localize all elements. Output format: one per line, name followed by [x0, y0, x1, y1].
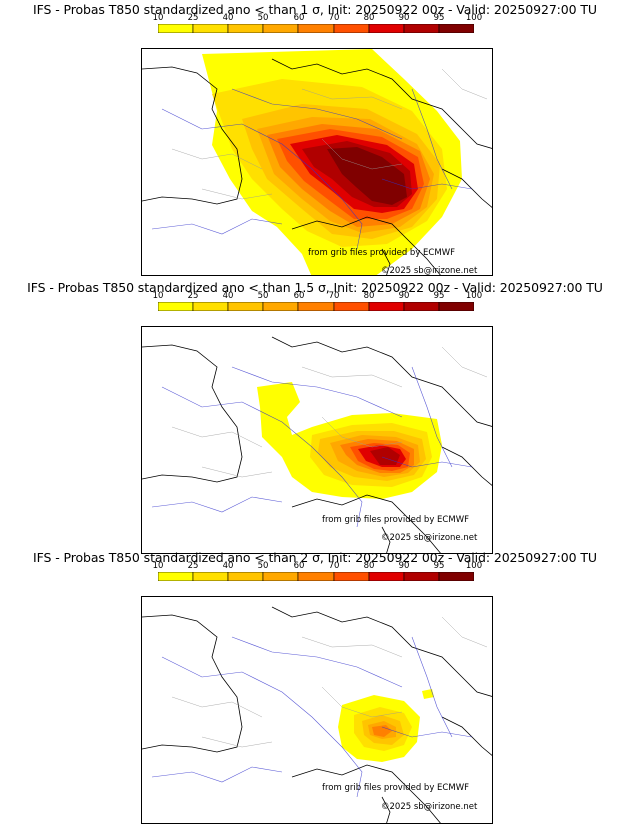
colorbar [158, 302, 474, 311]
colorbar-tick: 95 [433, 291, 445, 301]
colorbar-tick: 90 [398, 561, 410, 571]
colorbar-tick: 10 [152, 291, 164, 301]
panel-sigma-1: IFS - Probas T850 standardized ano < tha… [0, 0, 630, 276]
colorbar-tick: 50 [257, 13, 269, 23]
colorbar-tick: 60 [293, 561, 305, 571]
colorbar-tick: 10 [152, 13, 164, 23]
colorbar-tick: 100 [465, 561, 483, 571]
colorbar-tick: 40 [222, 291, 234, 301]
prob-10b [422, 689, 434, 699]
colorbar-tick: 25 [187, 561, 199, 571]
panel-title: IFS - Probas T850 standardized ano < tha… [27, 280, 603, 295]
colorbar-tick: 90 [398, 291, 410, 301]
credit-grib: from grib files provided by ECMWF [322, 515, 469, 525]
colorbar-tick: 50 [257, 561, 269, 571]
colorbar-tick: 40 [222, 561, 234, 571]
credit-grib: from grib files provided by ECMWF [308, 248, 455, 258]
colorbar-tick: 40 [222, 13, 234, 23]
prob-60 [372, 725, 392, 737]
prob-95 [327, 147, 407, 205]
panel-title: IFS - Probas T850 standardized ano < tha… [33, 2, 597, 17]
colorbar-tick: 10 [152, 561, 164, 571]
panel-sigma-2: IFS - Probas T850 standardized ano < tha… [0, 548, 630, 824]
colorbar-tick: 80 [363, 13, 375, 23]
panel-sigma-1-5: IFS - Probas T850 standardized ano < tha… [0, 278, 630, 554]
colorbar-labels: 10 25 40 50 60 70 80 90 95 100 [140, 13, 490, 25]
colorbar-tick: 90 [398, 13, 410, 23]
colorbar-tick: 95 [433, 13, 445, 23]
colorbar-tick: 80 [363, 561, 375, 571]
colorbar-tick: 100 [465, 13, 483, 23]
colorbar-tick: 50 [257, 291, 269, 301]
colorbar-tick: 70 [328, 561, 340, 571]
credit-site: ©2025 sb@irizone.net [381, 802, 478, 812]
credit-grib: from grib files provided by ECMWF [322, 783, 469, 793]
colorbar [158, 24, 474, 33]
colorbar-labels: 10 25 40 50 60 70 80 90 95 100 [140, 561, 490, 573]
colorbar-tick: 100 [465, 291, 483, 301]
colorbar-tick: 80 [363, 291, 375, 301]
credit-site: ©2025 sb@irizone.net [381, 533, 478, 543]
probability-map [141, 596, 493, 824]
colorbar-tick: 95 [433, 561, 445, 571]
colorbar-tick: 60 [293, 291, 305, 301]
colorbar [158, 572, 474, 581]
colorbar-tick: 70 [328, 13, 340, 23]
credit-site: ©2025 sb@irizone.net [381, 266, 478, 276]
colorbar-labels: 10 25 40 50 60 70 80 90 95 100 [140, 291, 490, 303]
panel-title: IFS - Probas T850 standardized ano < tha… [33, 550, 597, 565]
probability-map [141, 48, 493, 276]
colorbar-tick: 25 [187, 13, 199, 23]
colorbar-tick: 60 [293, 13, 305, 23]
probability-map [141, 326, 493, 554]
colorbar-tick: 70 [328, 291, 340, 301]
colorbar-tick: 25 [187, 291, 199, 301]
